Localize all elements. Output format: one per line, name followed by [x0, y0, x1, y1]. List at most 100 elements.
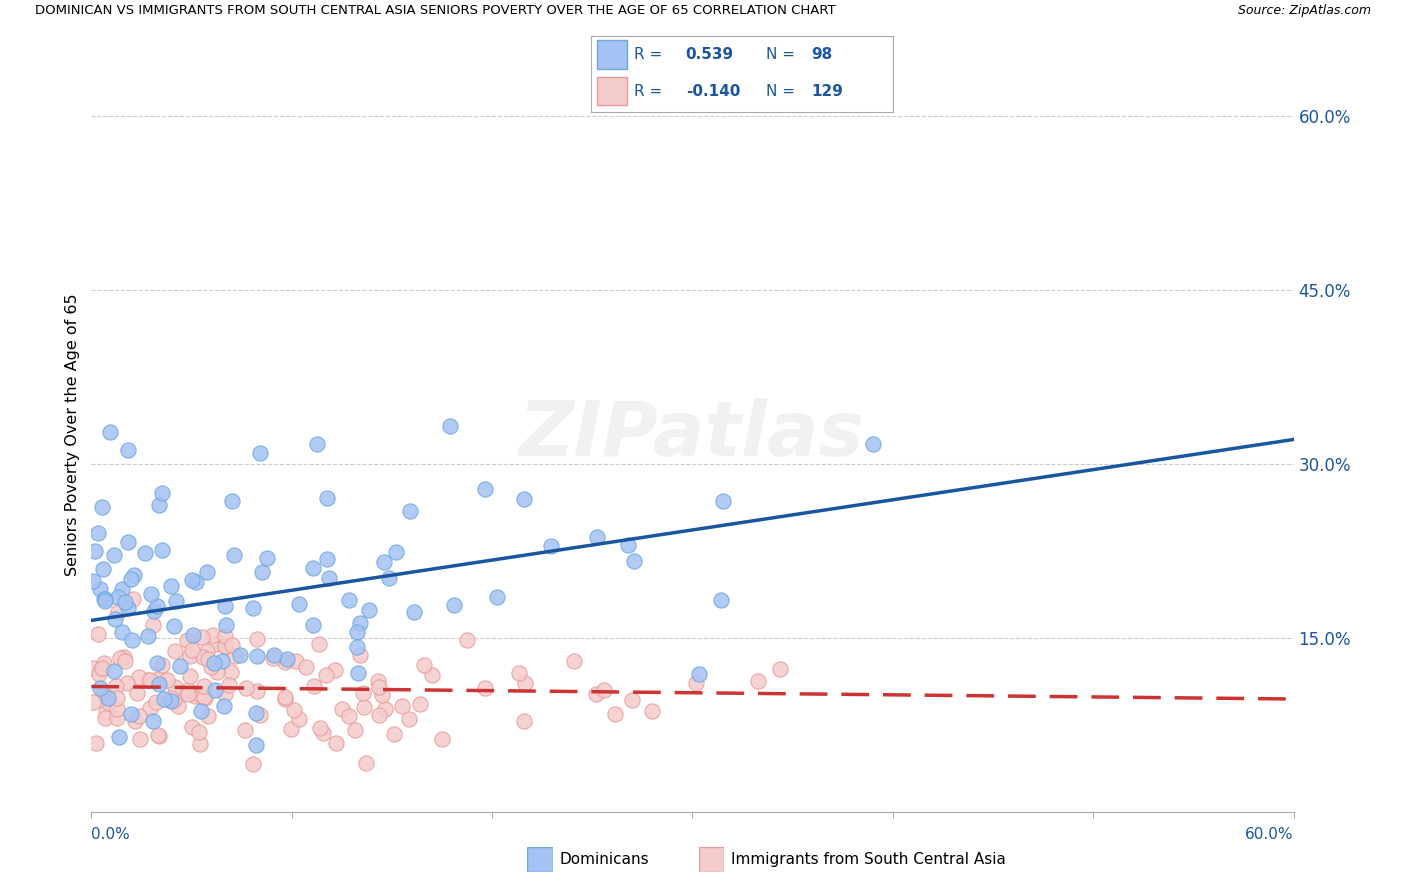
Point: [562, 655, 585, 669]
Point: [245, 739, 267, 753]
Point: [373, 556, 395, 570]
Point: [439, 418, 461, 433]
Point: [262, 650, 284, 665]
Point: [128, 709, 150, 723]
Point: [93, 592, 115, 607]
Point: [112, 649, 135, 664]
Text: 0.0%: 0.0%: [91, 827, 131, 841]
Point: [353, 699, 375, 714]
Point: [148, 498, 170, 512]
Point: [184, 574, 207, 589]
Point: [138, 629, 160, 643]
Point: [193, 680, 215, 694]
Text: R =: R =: [634, 47, 668, 62]
Point: [250, 566, 273, 580]
Point: [621, 692, 644, 706]
Point: [107, 605, 129, 619]
Text: -0.140: -0.140: [686, 84, 740, 98]
Point: [218, 678, 240, 692]
Point: [93, 656, 115, 670]
Point: [94, 591, 117, 606]
Point: [103, 664, 125, 678]
Point: [153, 692, 176, 706]
Point: [121, 633, 143, 648]
Point: [513, 676, 536, 690]
Point: [295, 660, 318, 674]
Point: [180, 720, 202, 734]
Point: [163, 618, 186, 632]
Point: [623, 554, 645, 568]
Point: [94, 711, 117, 725]
Point: [593, 683, 616, 698]
Point: [179, 669, 201, 683]
Point: [367, 680, 389, 694]
Point: [93, 685, 115, 699]
Point: [214, 629, 236, 643]
Point: [197, 652, 219, 666]
Point: [474, 482, 496, 496]
Point: [229, 648, 252, 662]
Point: [117, 675, 139, 690]
Point: [86, 627, 108, 641]
Point: [242, 757, 264, 772]
Point: [347, 666, 370, 681]
Point: [120, 706, 142, 721]
Text: 0.539: 0.539: [686, 47, 734, 62]
Point: [430, 731, 453, 746]
Point: [354, 756, 377, 770]
Point: [193, 690, 215, 704]
Point: [603, 706, 626, 721]
Point: [160, 694, 183, 708]
Text: Source: ZipAtlas.com: Source: ZipAtlas.com: [1237, 4, 1371, 18]
Point: [114, 654, 136, 668]
Point: [273, 655, 295, 669]
Point: [107, 590, 129, 604]
Point: [540, 539, 562, 553]
Y-axis label: Seniors Poverty Over the Age of 65: Seniors Poverty Over the Age of 65: [65, 293, 80, 576]
Point: [134, 546, 156, 560]
Point: [188, 688, 211, 702]
Point: [146, 728, 169, 742]
Point: [114, 595, 136, 609]
Point: [318, 571, 340, 585]
Point: [84, 544, 107, 558]
Point: [136, 673, 159, 687]
Point: [641, 704, 664, 718]
Point: [103, 548, 125, 562]
Point: [84, 736, 107, 750]
Point: [474, 681, 496, 695]
Point: [408, 697, 430, 711]
Point: [378, 570, 401, 584]
Bar: [596, 77, 627, 105]
Point: [685, 675, 707, 690]
Point: [197, 709, 219, 723]
Point: [337, 593, 360, 607]
Point: [204, 682, 226, 697]
Point: [163, 680, 186, 694]
Point: [276, 652, 298, 666]
Point: [323, 663, 346, 677]
Point: [90, 662, 112, 676]
Point: [330, 702, 353, 716]
Point: [283, 703, 305, 717]
Point: [183, 627, 205, 641]
Point: [233, 723, 256, 738]
Point: [105, 679, 128, 693]
Point: [688, 666, 710, 681]
Point: [181, 573, 204, 587]
Text: R =: R =: [634, 84, 668, 98]
Point: [194, 691, 217, 706]
Point: [382, 727, 405, 741]
Point: [124, 568, 146, 582]
Point: [179, 648, 201, 663]
Point: [402, 605, 425, 619]
Point: [214, 687, 236, 701]
Point: [309, 721, 332, 735]
Point: [316, 491, 339, 505]
Point: [443, 598, 465, 612]
Text: DOMINICAN VS IMMIGRANTS FROM SOUTH CENTRAL ASIA SENIORS POVERTY OVER THE AGE OF : DOMINICAN VS IMMIGRANTS FROM SOUTH CENTR…: [35, 4, 835, 18]
Point: [120, 572, 142, 586]
Point: [616, 538, 638, 552]
Point: [274, 692, 297, 706]
Point: [142, 618, 165, 632]
